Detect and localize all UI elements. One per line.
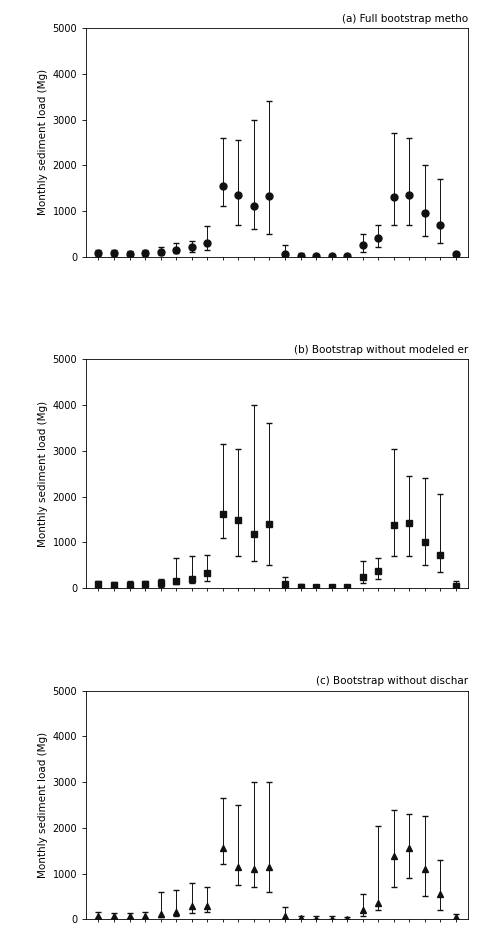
Text: (a) Full bootstrap metho: (a) Full bootstrap metho	[342, 13, 468, 23]
Y-axis label: Monthly sediment load (Mg): Monthly sediment load (Mg)	[38, 732, 48, 878]
Text: (b) Bootstrap without modeled er: (b) Bootstrap without modeled er	[294, 345, 468, 355]
Y-axis label: Monthly sediment load (Mg): Monthly sediment load (Mg)	[38, 69, 48, 216]
Y-axis label: Monthly sediment load (Mg): Monthly sediment load (Mg)	[38, 401, 48, 547]
Text: (c) Bootstrap without dischar: (c) Bootstrap without dischar	[316, 676, 468, 687]
